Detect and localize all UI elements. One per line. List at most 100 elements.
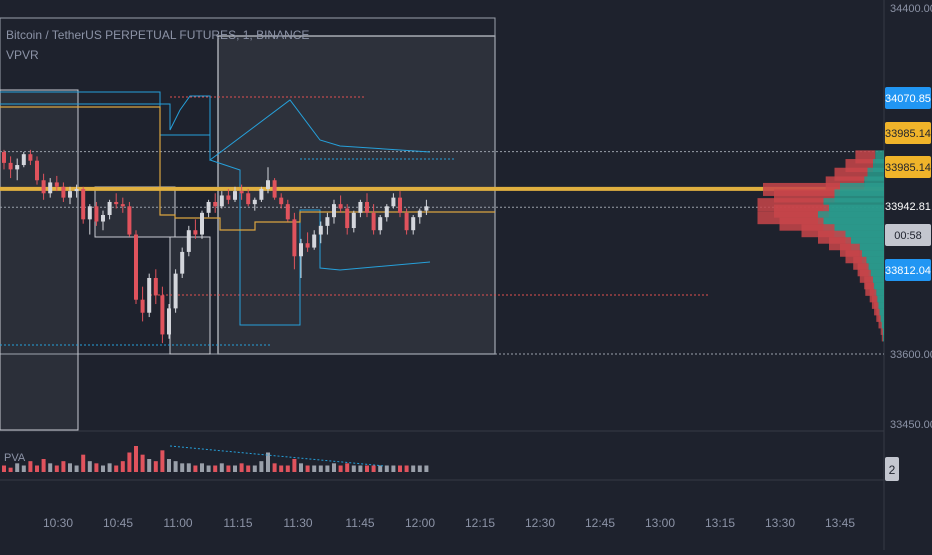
volume-bar (285, 465, 290, 472)
symbol-title[interactable]: Bitcoin / TetherUS PERPETUAL FUTURES, 1,… (6, 28, 310, 42)
price-tick-label: 34400.00 (890, 3, 932, 15)
volume-bar (226, 465, 231, 472)
volume-bar (371, 465, 376, 472)
candle-body (140, 299, 145, 313)
profile-row-down (869, 289, 877, 303)
volume-bar (186, 463, 191, 472)
price-axis[interactable]: 34400.00 33600.00 33450.00 (890, 3, 932, 431)
profile-row-up (873, 276, 884, 290)
time-tick-label: 13:00 (645, 516, 675, 530)
candle-body (226, 195, 231, 200)
volume-bar (404, 465, 409, 472)
profile-row-up (881, 321, 884, 335)
volume-pane-label[interactable]: PVA (4, 452, 26, 464)
volume-bar (398, 465, 402, 472)
range-box (0, 17, 496, 355)
profile-row-down (876, 308, 880, 322)
indicator-label[interactable]: VPVR (6, 48, 39, 62)
volume-bar (299, 463, 303, 472)
volume-bar (120, 461, 125, 472)
volume-profile (757, 150, 884, 342)
candles (2, 149, 429, 344)
chart-frame (0, 0, 885, 550)
time-tick-label: 11:15 (223, 516, 252, 530)
candle-body (332, 204, 336, 218)
volume-scale-badge (885, 457, 899, 481)
candle-body (127, 206, 132, 235)
price-badge (885, 224, 931, 246)
candle-body (259, 188, 264, 200)
time-tick-label: 13:45 (825, 516, 855, 530)
time-tick-label: 12:45 (585, 516, 615, 530)
candle-body (107, 201, 112, 215)
candle-body (206, 201, 211, 213)
profile-row-up (875, 150, 884, 164)
candle-body (279, 197, 284, 205)
candle-body (28, 154, 33, 161)
candle-body (398, 197, 402, 213)
candle-body (200, 212, 204, 235)
candle-body (325, 217, 330, 226)
candle-body (384, 206, 389, 218)
candle-body (153, 277, 158, 296)
time-tick-label: 11:45 (345, 516, 374, 530)
time-tick-label: 12:30 (525, 516, 555, 530)
candle-body (173, 273, 178, 309)
volume-bar (180, 463, 185, 472)
candle-body (305, 243, 310, 248)
time-tick-label: 10:30 (43, 516, 73, 530)
volume-bar (332, 463, 336, 472)
candle-body (411, 217, 416, 231)
volume-bar (200, 463, 204, 472)
volume-bar (140, 454, 145, 472)
candle-body (345, 208, 350, 229)
candle-body (391, 197, 396, 207)
candle-body (35, 160, 39, 181)
volume-bar (2, 465, 6, 472)
volume-bar (134, 446, 138, 472)
profile-row-down (878, 315, 881, 329)
volume-bar (384, 465, 389, 472)
profile-row-up (873, 159, 884, 173)
volume-bar (391, 465, 396, 472)
time-tick-label: 12:00 (405, 516, 435, 530)
price-badge-label: 00:58 (894, 230, 922, 242)
candle-body (272, 180, 277, 198)
volume-bar (54, 465, 59, 472)
candle-body (318, 225, 323, 235)
volume-scale-label: 2 (889, 463, 896, 477)
candle-body (338, 204, 343, 209)
candle-body (252, 199, 257, 205)
chart-legend: Bitcoin / TetherUS PERPETUAL FUTURES, 1,… (6, 25, 309, 65)
price-badge-label: 33985.14 (885, 128, 931, 140)
volume-bar (312, 465, 317, 472)
candle-body (48, 182, 53, 194)
candle-body (378, 217, 383, 231)
volume-bar (305, 465, 310, 472)
vwap-line (0, 106, 495, 231)
volume-bar (213, 465, 218, 472)
volume-bar (358, 465, 363, 472)
volume-bar (28, 461, 33, 472)
candle-body (404, 212, 409, 231)
candle-body (219, 195, 224, 207)
candle-body (233, 191, 237, 200)
price-badges: 34070.85 33985.14 33985.14 33942.81 00:58 338… (885, 87, 931, 481)
candle-body (299, 243, 303, 257)
volume-bar (114, 465, 119, 472)
volume-bar (292, 459, 297, 472)
candle-body (101, 215, 105, 222)
profile-row-up (874, 282, 884, 296)
profile-row-down (864, 276, 873, 290)
profile-row-down (881, 328, 883, 342)
time-axis[interactable]: 10:30 10:45 11:00 11:15 11:30 11:45 12:00 12:15… (43, 516, 855, 530)
candle-body (74, 188, 79, 192)
volume-bar (81, 454, 86, 472)
candle-body (2, 152, 6, 163)
volume-bar (61, 461, 66, 472)
volume-bar (345, 463, 350, 472)
candle-body (120, 204, 125, 207)
candle-body (365, 201, 369, 213)
